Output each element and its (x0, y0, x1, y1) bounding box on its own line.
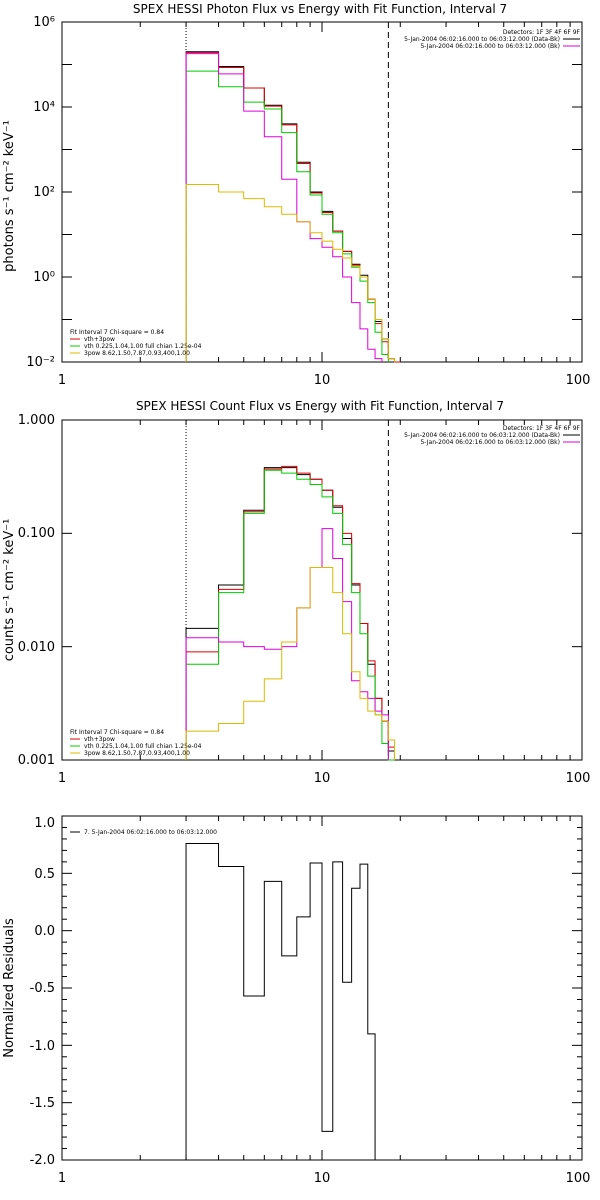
series-line-black (185, 51, 401, 363)
y-axis-label: counts s⁻¹ cm⁻² keV⁻¹ (2, 519, 17, 662)
legend-entry-data: 5-Jan-2004 06:02:16.000 to 06:03:12.000 … (404, 36, 560, 43)
y-tick-label: 0.001 (18, 753, 55, 768)
x-tick-labels: 1 10 100 (58, 373, 591, 388)
series-line-magenta (185, 528, 389, 760)
fit-legend-entry: vth 0.225,1.04,1.00 full chian 1.25e-04 (84, 343, 202, 350)
y-axis-label: Normalized Residuals (2, 918, 17, 1058)
y-tick-label: 10⁻² (26, 355, 55, 370)
fit-legend: Fit Interval 7 Chi-square = 0.84 vth+3po… (70, 729, 202, 757)
data-legend: Detectors: 1F 3F 4F 6F 9F 5-Jan-2004 06:… (404, 425, 580, 446)
fit-legend-title: Fit Interval 7 Chi-square = 0.84 (70, 729, 164, 736)
detectors-label: Detectors: 1F 3F 4F 6F 9F (503, 29, 581, 36)
plot-marks (61, 815, 583, 1161)
y-tick-label: 0.5 (34, 867, 55, 882)
y-tick-label: 0.010 (18, 640, 55, 655)
series-line-yellow (185, 184, 395, 362)
x-tick-label: 100 (566, 373, 591, 388)
legend-entry-bk: 5-Jan-2004 06:02:16.000 to 06:03:12.000 … (420, 43, 560, 50)
y-tick-label: 1.0 (34, 816, 55, 831)
y-tick-label: -1.0 (30, 1039, 55, 1054)
fit-legend: Fit Interval 7 Chi-square = 0.84 vth+3po… (70, 329, 202, 357)
y-tick-label: 10² (33, 185, 55, 200)
x-tick-label: 10 (314, 373, 331, 388)
y-tick-label: 10⁰ (33, 270, 55, 285)
detectors-label: Detectors: 1F 3F 4F 6F 9F (503, 425, 581, 432)
x-tick-label: 100 (566, 1171, 591, 1186)
x-tick-label: 10 (314, 771, 331, 786)
y-axis-label: photons s⁻¹ cm⁻² keV⁻¹ (2, 120, 17, 272)
y-tick-label: -2.0 (30, 1153, 55, 1168)
fit-legend-entry: vth+3pow (84, 336, 115, 343)
series-line-green (185, 70, 389, 362)
y-tick-labels: 10⁻² 10⁰ 10² 10⁴ 10⁶ (26, 15, 55, 370)
x-tick-label: 1 (58, 1171, 66, 1186)
series-line-green (185, 469, 395, 761)
x-tick-labels: 1 10 100 (58, 1171, 591, 1186)
series-line-red (185, 52, 401, 363)
panel-photon-flux: SPEX HESSI Photon Flux vs Energy with Fi… (2, 2, 590, 388)
series-line-red (185, 465, 395, 760)
y-tick-label: 0.0 (34, 924, 55, 939)
plot-marks (61, 21, 583, 363)
legend-entry-data: 5-Jan-2004 06:02:16.000 to 06:03:12.000 … (404, 432, 560, 439)
y-tick-label: -0.5 (30, 981, 55, 996)
legend-entry-bk: 5-Jan-2004 06:02:16.000 to 06:03:12.000 … (420, 439, 560, 446)
series-line-black (185, 843, 382, 1161)
legend-entry-residual: 7. 5-Jan-2004 06:02:16.000 to 06:03:12.0… (84, 829, 217, 836)
plot-marks (61, 419, 583, 761)
x-tick-label: 100 (566, 771, 591, 786)
data-legend: 7. 5-Jan-2004 06:02:16.000 to 06:03:12.0… (70, 829, 217, 836)
panel-title: SPEX HESSI Photon Flux vs Energy with Fi… (133, 2, 507, 16)
y-tick-label: 0.100 (18, 526, 55, 541)
fit-legend-entry: 3pow 8.62,1.50,7.87,0.93,400,1.00 (84, 350, 190, 357)
y-tick-labels: 0.001 0.010 0.100 1.000 (18, 413, 55, 768)
fit-legend-entry: 3pow 8.62,1.50,7.87,0.93,400,1.00 (84, 750, 190, 757)
panel-count-flux: SPEX HESSI Count Flux vs Energy with Fit… (2, 399, 590, 786)
series-line-black (185, 467, 395, 760)
panel-residuals: Normalized Residuals -2.0 -1.5 -1.0 -0.5… (2, 815, 591, 1186)
y-tick-label: 10⁴ (33, 100, 55, 115)
x-tick-label: 1 (58, 373, 66, 388)
panel-title: SPEX HESSI Count Flux vs Energy with Fit… (136, 399, 504, 413)
plot-frame (61, 419, 583, 761)
y-tick-label: 10⁶ (33, 15, 55, 30)
series-line-yellow (185, 566, 395, 760)
y-tick-label: -1.5 (30, 1096, 55, 1111)
y-tick-label: 1.000 (18, 413, 55, 428)
data-legend: Detectors: 1F 3F 4F 6F 9F 5-Jan-2004 06:… (404, 29, 580, 50)
series-line-magenta (185, 53, 383, 362)
x-tick-label: 1 (58, 771, 66, 786)
x-tick-label: 10 (314, 1171, 331, 1186)
fit-legend-title: Fit Interval 7 Chi-square = 0.84 (70, 329, 164, 336)
fit-legend-entry: vth+3pow (84, 736, 115, 743)
fit-legend-entry: vth 0.225,1.04,1.00 full chian 1.25e-04 (84, 743, 202, 750)
x-tick-labels: 1 10 100 (58, 771, 591, 786)
y-tick-labels: -2.0 -1.5 -1.0 -0.5 0.0 0.5 1.0 (30, 816, 55, 1168)
